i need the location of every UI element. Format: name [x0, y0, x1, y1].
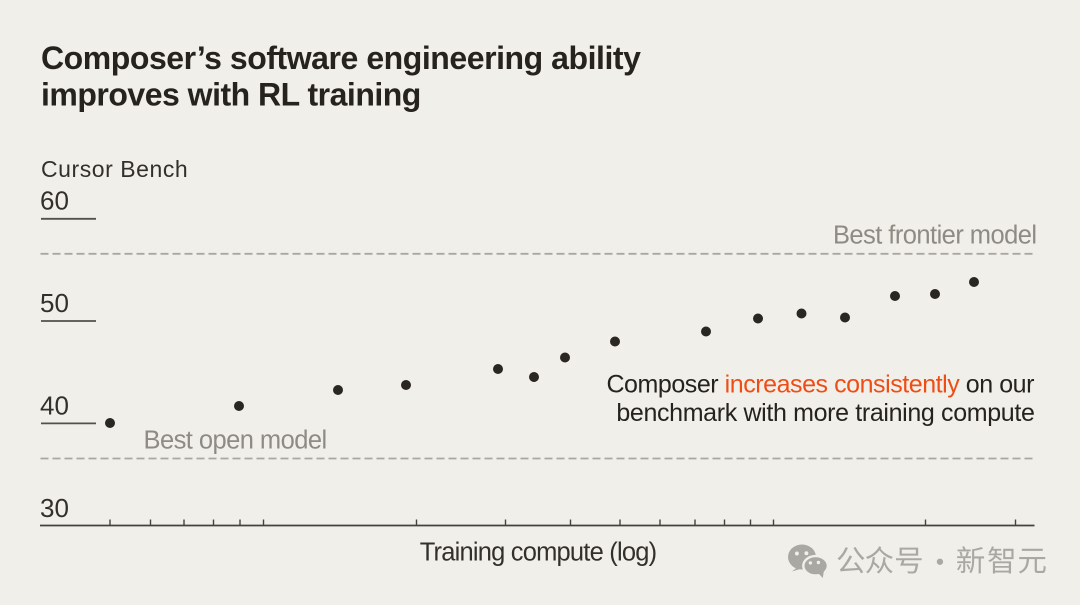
svg-text:30: 30	[40, 493, 69, 523]
svg-text:40: 40	[40, 391, 69, 421]
svg-text:Composer’s software engineerin: Composer’s software engineering ability	[41, 40, 641, 76]
svg-text:improves with RL training: improves with RL training	[41, 77, 421, 113]
svg-text:50: 50	[40, 288, 69, 318]
svg-text:Best frontier model: Best frontier model	[833, 222, 1037, 250]
svg-text:Composer increases consistentl: Composer increases consistently on our	[606, 371, 1034, 399]
svg-text:Cursor Bench: Cursor Bench	[41, 156, 188, 182]
svg-text:Training compute (log): Training compute (log)	[420, 539, 657, 567]
svg-text:Best open model: Best open model	[144, 427, 327, 455]
svg-text:benchmark with more training c: benchmark with more training compute	[616, 399, 1034, 427]
svg-text:60: 60	[40, 186, 69, 216]
